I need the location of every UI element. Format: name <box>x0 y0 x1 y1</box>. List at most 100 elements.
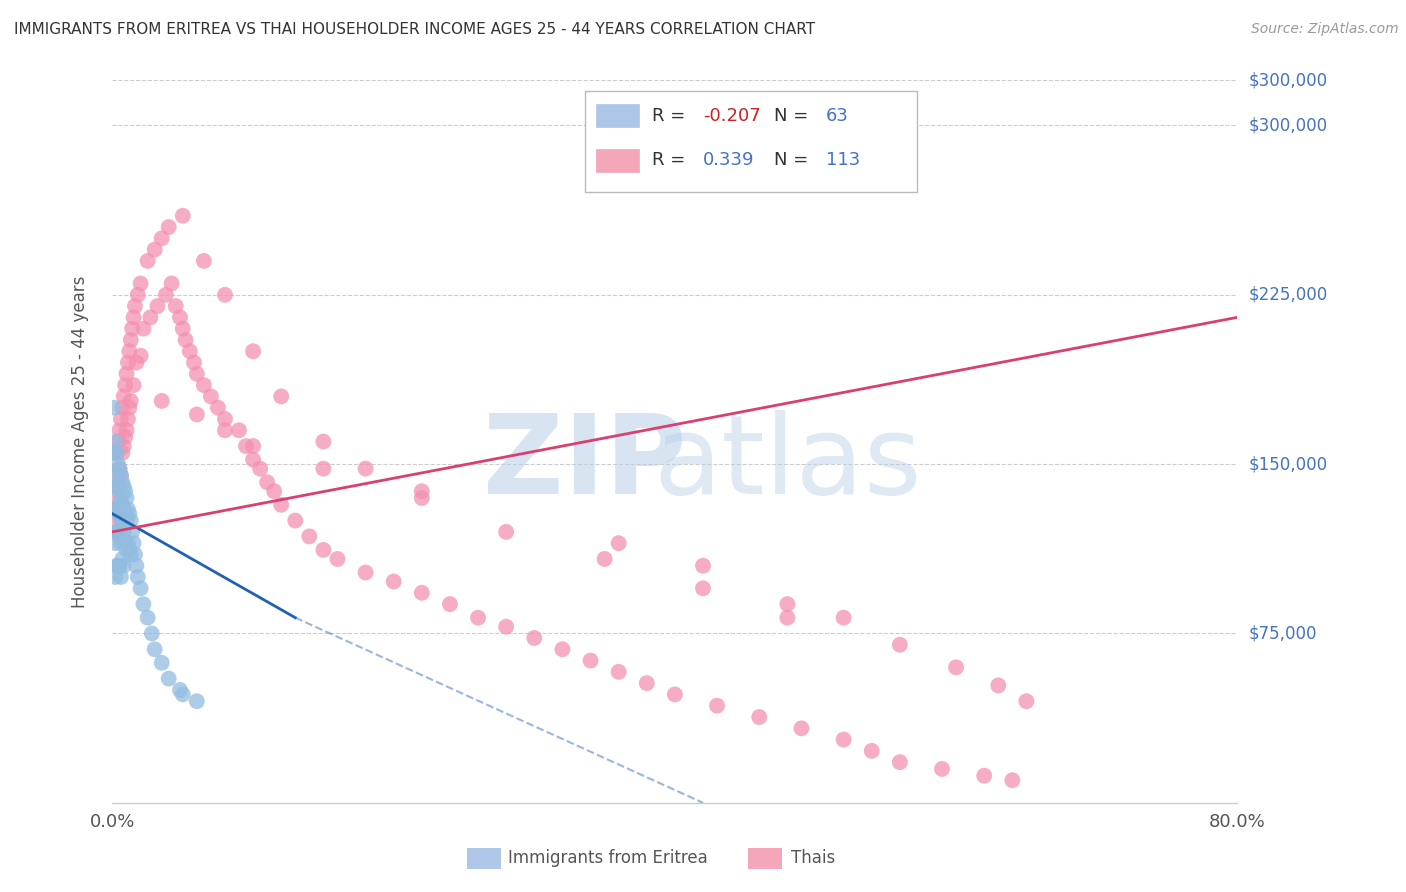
Point <box>312 542 335 557</box>
Point <box>105 524 128 539</box>
Point <box>120 514 142 528</box>
Point <box>107 491 129 505</box>
Point <box>160 277 183 291</box>
Point <box>748 710 770 724</box>
Point <box>105 480 128 494</box>
Point <box>114 507 136 521</box>
FancyBboxPatch shape <box>467 847 501 870</box>
Point <box>122 310 145 325</box>
Point <box>107 524 129 539</box>
Point <box>987 678 1010 692</box>
Point <box>117 502 139 516</box>
Point <box>117 412 139 426</box>
Point <box>104 434 127 449</box>
Point <box>125 558 148 573</box>
Text: $225,000: $225,000 <box>1249 285 1327 304</box>
Point <box>228 423 250 437</box>
Point <box>165 299 187 313</box>
Point <box>411 586 433 600</box>
Point <box>186 367 208 381</box>
Point <box>117 536 139 550</box>
Point <box>382 574 405 589</box>
Point <box>118 401 141 415</box>
Point <box>104 502 127 516</box>
Point <box>111 475 134 490</box>
Point <box>110 570 132 584</box>
Point <box>263 484 285 499</box>
Point <box>706 698 728 713</box>
Point <box>120 333 142 347</box>
Point <box>242 344 264 359</box>
Text: 0.339: 0.339 <box>703 152 755 169</box>
Point <box>112 524 135 539</box>
Point <box>110 468 132 483</box>
Point <box>150 393 173 408</box>
Point <box>439 597 461 611</box>
Point <box>104 468 127 483</box>
Point <box>776 597 799 611</box>
Point <box>354 566 377 580</box>
Point <box>832 732 855 747</box>
Point <box>115 542 138 557</box>
Point <box>150 231 173 245</box>
Point <box>186 694 208 708</box>
Point <box>107 457 129 471</box>
Point <box>143 243 166 257</box>
Point <box>107 480 129 494</box>
Point <box>124 548 146 562</box>
Point <box>200 389 222 403</box>
Point <box>146 299 169 313</box>
FancyBboxPatch shape <box>596 149 638 172</box>
Point <box>112 439 135 453</box>
Point <box>115 367 138 381</box>
Point <box>108 484 131 499</box>
Point <box>186 408 208 422</box>
Point <box>112 558 135 573</box>
Point <box>270 498 292 512</box>
Point <box>118 542 141 557</box>
Point <box>105 502 128 516</box>
Point <box>132 597 155 611</box>
Point <box>105 524 128 539</box>
Point <box>593 552 616 566</box>
Point <box>110 491 132 505</box>
Point <box>110 468 132 483</box>
Point <box>121 524 143 539</box>
Point <box>111 552 134 566</box>
Point <box>776 610 799 624</box>
Point <box>242 452 264 467</box>
Point <box>112 502 135 516</box>
Point <box>157 672 180 686</box>
Point <box>105 446 128 460</box>
Point <box>108 423 131 437</box>
Point <box>411 491 433 505</box>
Point <box>115 423 138 437</box>
FancyBboxPatch shape <box>596 104 638 128</box>
Point <box>118 344 141 359</box>
Point <box>114 484 136 499</box>
Text: Immigrants from Eritrea: Immigrants from Eritrea <box>509 849 709 867</box>
Point <box>256 475 278 490</box>
Point <box>931 762 953 776</box>
Point <box>790 721 813 735</box>
Point <box>112 480 135 494</box>
Point <box>551 642 574 657</box>
Point <box>179 344 201 359</box>
Point <box>169 682 191 697</box>
Point <box>110 514 132 528</box>
Point <box>1001 773 1024 788</box>
Text: 113: 113 <box>825 152 860 169</box>
Point <box>108 461 131 475</box>
Text: Source: ZipAtlas.com: Source: ZipAtlas.com <box>1251 22 1399 37</box>
Point <box>312 434 335 449</box>
Point <box>108 507 131 521</box>
FancyBboxPatch shape <box>585 91 917 193</box>
Point <box>411 484 433 499</box>
Point <box>139 310 162 325</box>
Point <box>129 277 152 291</box>
Point <box>523 631 546 645</box>
Point <box>249 461 271 475</box>
Point <box>326 552 349 566</box>
Point <box>108 558 131 573</box>
Point <box>115 491 138 505</box>
